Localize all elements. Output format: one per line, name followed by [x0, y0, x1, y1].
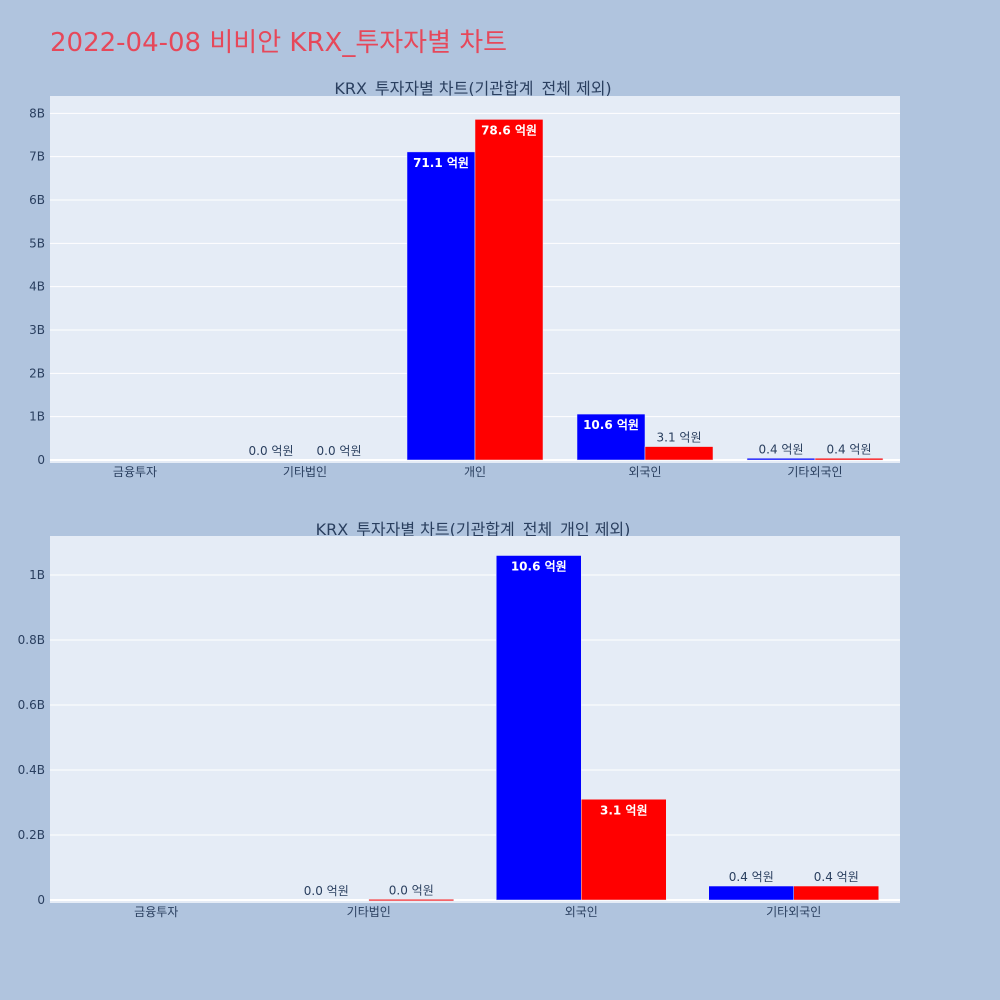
bar	[474, 119, 544, 461]
x-tick-label: 기타외국인	[787, 465, 842, 479]
y-tick-label: 1B	[29, 410, 45, 424]
x-tick-label: 기타법인	[283, 465, 327, 479]
x-tick-label: 개인	[464, 465, 486, 479]
x-tick-label: 기타법인	[347, 905, 391, 919]
bar	[708, 885, 794, 901]
data-label: 10.6 억원	[511, 560, 567, 574]
chart-overall: KRX_투자자별 차트(기관합계_전체 제외) 0 1B 2B 3B 4B 5B 6B 7B 8B…	[29, 79, 900, 479]
plot-area	[50, 536, 900, 903]
data-label: 78.6 억원	[481, 123, 537, 137]
y-tick-label: 5B	[29, 236, 45, 250]
chart-excluding-individual: KRX_투자자별 차트(기관합계_전체_개인 제외) 0 0.2B 0.4B 0.6B 0…	[18, 520, 900, 919]
y-tick-label: 8B	[29, 106, 45, 120]
y-tick-label: 0.8B	[18, 633, 45, 647]
data-label: 3.1 억원	[600, 803, 648, 817]
y-tick-label: 2B	[29, 366, 45, 380]
y-tick-label: 6B	[29, 193, 45, 207]
bar	[746, 458, 816, 461]
data-label: 71.1 억원	[413, 156, 469, 170]
data-label: 0.0 억원	[249, 444, 294, 458]
chart-title: KRX_투자자별 차트(기관합계_전체_개인 제외)	[316, 520, 631, 540]
bar	[814, 458, 884, 461]
y-tick-label: 0.4B	[18, 763, 45, 777]
data-label: 0.0 억원	[317, 444, 362, 458]
bar	[406, 151, 476, 461]
data-label: 0.4 억원	[814, 870, 859, 884]
x-tick-label: 기타외국인	[766, 905, 821, 919]
bar	[581, 799, 667, 901]
data-label: 10.6 억원	[583, 418, 639, 432]
data-label: 0.0 억원	[389, 883, 434, 897]
x-tick-label: 금융투자	[134, 905, 178, 919]
x-tick-label: 금융투자	[113, 465, 157, 479]
data-label: 0.0 억원	[304, 884, 349, 898]
y-tick-label: 0	[37, 893, 45, 907]
bar	[496, 555, 582, 901]
y-tick-label: 0.2B	[18, 828, 45, 842]
y-tick-label: 1B	[29, 568, 45, 582]
y-tick-label: 0	[37, 453, 45, 467]
y-tick-label: 7B	[29, 150, 45, 164]
data-label: 0.4 억원	[827, 442, 872, 456]
bar	[644, 446, 714, 461]
data-label: 0.4 억원	[729, 870, 774, 884]
page-title: 2022-04-08 비비안 KRX_투자자별 차트	[50, 28, 508, 58]
bar	[368, 899, 454, 902]
bar	[793, 885, 879, 901]
bar	[576, 413, 646, 461]
x-tick-label: 외국인	[628, 465, 661, 479]
chart-title: KRX_투자자별 차트(기관합계_전체 제외)	[334, 79, 611, 99]
y-tick-label: 4B	[29, 280, 45, 294]
data-label: 0.4 억원	[759, 442, 804, 456]
y-tick-label: 3B	[29, 323, 45, 337]
x-tick-label: 외국인	[565, 905, 598, 919]
data-label: 3.1 억원	[657, 431, 702, 445]
y-tick-label: 0.6B	[18, 698, 45, 712]
